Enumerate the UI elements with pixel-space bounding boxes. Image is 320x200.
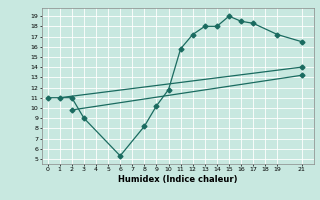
X-axis label: Humidex (Indice chaleur): Humidex (Indice chaleur) [118, 175, 237, 184]
